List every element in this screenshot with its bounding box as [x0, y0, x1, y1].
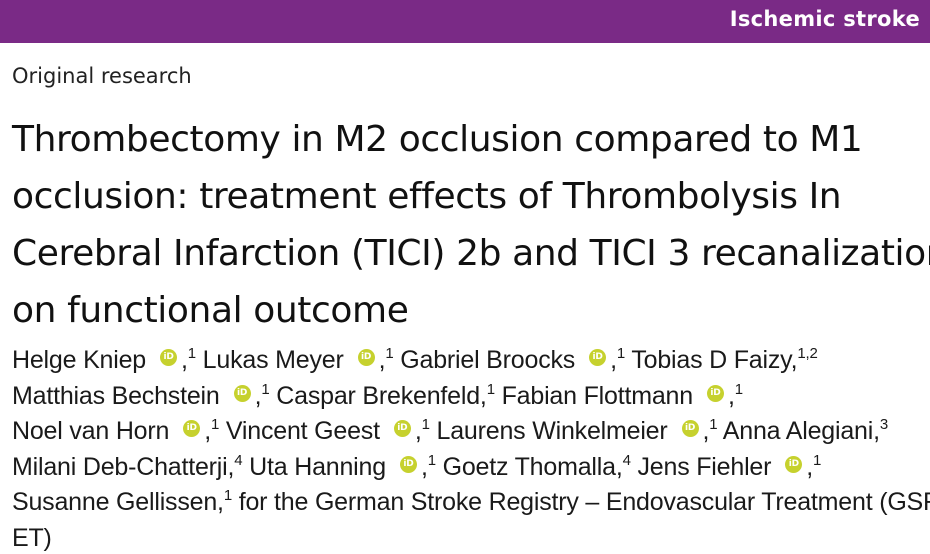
- section-label: Ischemic stroke: [729, 7, 920, 31]
- orcid-icon[interactable]: [160, 349, 178, 366]
- affiliation-marker: 4: [622, 451, 631, 469]
- orcid-icon[interactable]: [183, 420, 201, 437]
- affiliation-marker: 1: [427, 451, 436, 469]
- orcid-icon[interactable]: [706, 384, 724, 402]
- author-separator: ,: [414, 417, 422, 445]
- affiliation-marker: 1: [187, 345, 196, 362]
- affiliation-marker: 1: [709, 416, 718, 433]
- author-line: Noel van Horn,1 Vincent Geest,1 Laurens …: [12, 414, 924, 450]
- author-line: Matthias Bechstein,1 Caspar Brekenfeld,1…: [12, 379, 924, 415]
- affiliation-marker: 1: [421, 416, 430, 433]
- affiliation-marker: 1: [616, 345, 626, 362]
- affiliation-marker: 1: [261, 380, 270, 398]
- author-separator: ,: [727, 381, 735, 410]
- author-name: Goetz Thomalla,: [442, 452, 623, 481]
- section-banner: Ischemic stroke: [0, 0, 930, 43]
- affiliation-marker: 1: [813, 451, 822, 469]
- article-title: Thrombectomy in M2 occlusion compared to…: [12, 111, 930, 339]
- orcid-icon[interactable]: [589, 349, 607, 366]
- affiliation-marker: 3: [879, 416, 889, 433]
- author-name: Fabian Flottmann: [501, 381, 694, 410]
- affiliation-marker: 1,2: [797, 345, 818, 362]
- title-line: Thrombectomy in M2 occlusion compared to…: [12, 119, 863, 160]
- author-list: Helge Kniep,1 Lukas Meyer,1 Gabriel Broo…: [12, 343, 930, 554]
- author-separator: ,: [610, 346, 617, 374]
- author-separator: ,: [806, 452, 814, 481]
- author-name: Tobias D Faizy,: [631, 346, 798, 374]
- author-separator: ,: [254, 381, 262, 410]
- affiliation-marker: 1: [210, 416, 220, 433]
- author-separator: ,: [204, 417, 211, 445]
- author-name: Caspar Brekenfeld,: [276, 381, 487, 410]
- title-line: on functional outcome: [12, 290, 409, 331]
- title-line: occlusion: treatment effects of Thrombol…: [12, 176, 842, 217]
- affiliation-marker: 4: [234, 451, 243, 469]
- author-name: Anna Alegiani,: [722, 417, 880, 445]
- orcid-icon[interactable]: [357, 349, 375, 366]
- affiliation-marker: 1: [486, 380, 495, 398]
- affiliation-marker: 1: [385, 345, 394, 362]
- author-name: Uta Hanning: [249, 452, 386, 481]
- title-line: Cerebral Infarction (TICI) 2b and TICI 3…: [12, 233, 930, 274]
- author-separator: ,: [378, 346, 386, 374]
- author-separator: ,: [702, 417, 710, 445]
- author-name: Jens Fiehler: [637, 452, 772, 481]
- affiliation-marker: 1: [223, 487, 232, 504]
- author-name: Helge Kniep: [12, 346, 147, 374]
- author-name: Noel van Horn: [12, 417, 170, 445]
- orcid-icon[interactable]: [393, 420, 411, 437]
- article-type: Original research: [12, 64, 192, 88]
- orcid-icon[interactable]: [399, 455, 417, 473]
- author-name: Laurens Winkelmeier: [436, 417, 668, 445]
- author-name: Gabriel Broocks: [400, 346, 576, 374]
- collaboration-group: for the German Stroke Registry – Endovas…: [238, 488, 930, 516]
- author-line: ET): [12, 521, 924, 554]
- author-name: Susanne Gellissen,: [12, 488, 224, 516]
- collaboration-group-end: ET): [12, 523, 52, 552]
- author-name: Vincent Geest: [225, 417, 380, 445]
- author-name: Lukas Meyer: [202, 346, 344, 374]
- author-name: Matthias Bechstein: [12, 381, 220, 410]
- author-line: Helge Kniep,1 Lukas Meyer,1 Gabriel Broo…: [12, 343, 924, 379]
- author-separator: ,: [181, 346, 188, 374]
- author-line: Susanne Gellissen,1 for the German Strok…: [12, 485, 930, 521]
- orcid-icon[interactable]: [785, 455, 803, 473]
- orcid-icon[interactable]: [681, 420, 699, 437]
- affiliation-marker: 1: [734, 380, 743, 398]
- author-separator: ,: [420, 452, 428, 481]
- author-name: Milani Deb-Chatterji,: [12, 452, 235, 481]
- orcid-icon[interactable]: [233, 384, 251, 402]
- author-line: Milani Deb-Chatterji,4 Uta Hanning,1 Goe…: [12, 450, 924, 486]
